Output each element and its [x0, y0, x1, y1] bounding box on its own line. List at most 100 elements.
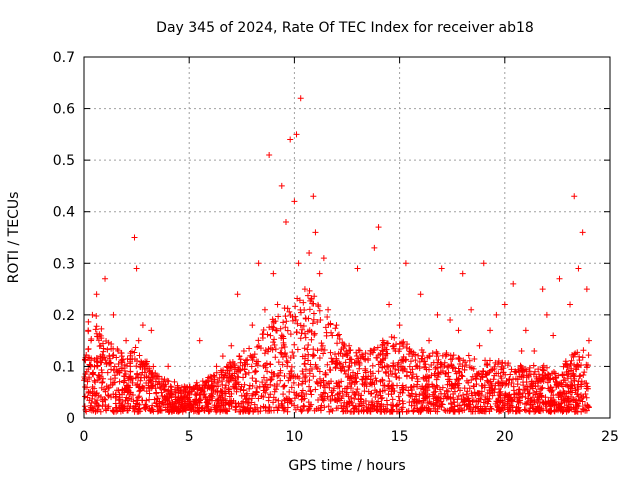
data-point — [302, 366, 309, 373]
data-point — [335, 390, 342, 397]
data-point — [477, 403, 484, 410]
data-point — [295, 260, 302, 267]
data-point — [216, 374, 223, 381]
data-point — [461, 397, 468, 404]
data-point — [412, 363, 419, 370]
data-point — [175, 395, 182, 402]
x-tick-label: 20 — [496, 429, 514, 445]
data-point — [215, 400, 222, 407]
data-point — [556, 403, 563, 410]
data-point — [460, 357, 467, 364]
data-point — [283, 318, 290, 325]
data-point — [486, 396, 493, 403]
data-point — [343, 389, 350, 396]
data-point — [492, 359, 499, 366]
data-point — [504, 398, 511, 405]
data-point — [567, 360, 574, 367]
data-point — [165, 378, 172, 385]
data-point — [470, 397, 477, 404]
data-point — [550, 392, 557, 399]
data-point — [282, 324, 289, 331]
data-point — [91, 385, 98, 392]
data-point — [434, 359, 441, 366]
data-point — [317, 391, 324, 398]
data-point — [301, 286, 308, 293]
data-point — [492, 382, 499, 389]
data-point — [158, 376, 165, 383]
data-point — [334, 340, 341, 347]
data-point — [443, 387, 450, 394]
data-point — [379, 337, 386, 344]
data-point — [312, 361, 319, 368]
data-point — [355, 390, 362, 397]
data-point — [394, 401, 401, 408]
data-point — [556, 390, 563, 397]
data-point — [290, 379, 297, 386]
data-point — [529, 394, 536, 401]
data-point — [128, 396, 135, 403]
data-point — [374, 403, 381, 410]
data-point — [271, 336, 278, 343]
data-point — [412, 357, 419, 364]
data-point — [99, 379, 106, 386]
data-point — [449, 365, 456, 372]
data-point — [245, 369, 252, 376]
data-point — [242, 370, 249, 377]
data-point — [320, 255, 327, 262]
data-point — [392, 370, 399, 377]
data-point — [281, 351, 288, 358]
data-point — [410, 349, 417, 356]
data-point — [220, 402, 227, 409]
data-point — [374, 344, 381, 351]
data-point — [336, 335, 343, 342]
data-point — [355, 355, 362, 362]
data-point — [407, 392, 414, 399]
data-point — [153, 400, 160, 407]
data-point — [515, 369, 522, 376]
data-point — [125, 407, 132, 414]
data-point — [193, 398, 200, 405]
data-point — [575, 386, 582, 393]
data-point — [311, 331, 318, 338]
data-point — [297, 306, 304, 313]
data-point — [160, 384, 167, 391]
data-point — [484, 389, 491, 396]
data-point — [487, 405, 494, 412]
data-point — [95, 372, 102, 379]
data-point — [373, 354, 380, 361]
data-point — [249, 395, 256, 402]
data-point — [473, 375, 480, 382]
data-point — [498, 375, 505, 382]
data-point — [559, 408, 566, 415]
data-point — [305, 357, 312, 364]
data-point — [485, 379, 492, 386]
data-point — [341, 385, 348, 392]
data-point — [106, 353, 113, 360]
data-point — [525, 373, 532, 380]
data-point — [185, 401, 192, 408]
data-point — [382, 369, 389, 376]
data-point — [302, 334, 309, 341]
data-point — [189, 403, 196, 410]
data-point — [194, 390, 201, 397]
data-point — [324, 361, 331, 368]
data-point — [168, 386, 175, 393]
data-point — [292, 406, 299, 413]
data-point — [152, 370, 159, 377]
data-point — [96, 373, 103, 380]
data-point — [558, 400, 565, 407]
data-point — [327, 321, 334, 328]
data-point — [313, 405, 320, 412]
data-point — [579, 229, 586, 236]
data-point — [524, 372, 531, 379]
data-point — [433, 399, 440, 406]
data-point — [177, 389, 184, 396]
data-point — [136, 401, 143, 408]
data-point — [573, 403, 580, 410]
data-point — [153, 389, 160, 396]
data-point — [572, 350, 579, 357]
data-point — [468, 390, 475, 397]
data-point — [287, 136, 294, 143]
data-point — [194, 407, 201, 414]
data-point — [475, 389, 482, 396]
